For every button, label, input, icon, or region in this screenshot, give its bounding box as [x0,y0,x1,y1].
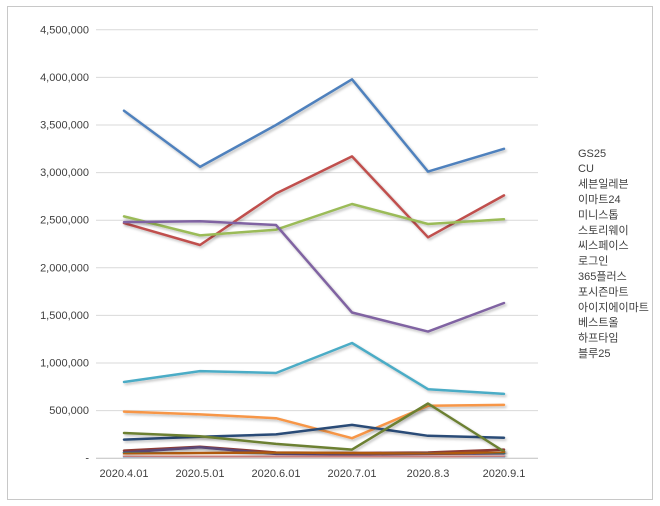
legend-label-7: 로그인 [578,255,608,268]
legend-label-10: 아이지에이마트 [578,301,649,314]
series-line-1 [122,155,506,247]
y-axis-tick-label: 1,000,000 [40,358,89,370]
y-axis-tick-label: 3,000,000 [40,167,89,179]
y-axis-tick-label: 2,000,000 [40,262,89,274]
legend-label-8: 365플러스 [578,270,627,283]
legend-label-5: 스토리웨이 [578,224,629,237]
x-axis-tick-label: 2020.9.1 [483,468,526,480]
legend-label-2: 세븐일레븐 [578,177,629,191]
series-line-0 [122,78,506,173]
legend-label-9: 포시즌마트 [578,285,629,298]
legend-label-1: CU [578,163,594,175]
series-line-11 [122,450,506,456]
legend-label-13: 블루25 [578,347,610,360]
series-line-2 [122,202,506,237]
line-chart: - 500,000 1,000,000 1,500,000 2,000,000 2,500… [40,24,649,480]
y-axis-tick-label: 500,000 [49,405,89,417]
y-axis-tick-label: 1,500,000 [40,310,89,322]
legend-label-4: 미니스톱 [578,208,618,221]
x-axis-tick-label: 2020.8.3 [407,468,450,480]
y-axis-tick-label: 4,000,000 [40,72,89,84]
series-line-5 [122,403,506,440]
y-axis-tick-label: - [85,453,89,465]
legend-label-3: 이마트24 [578,193,621,206]
legend-label-12: 하프타임 [578,331,618,345]
legend-label-6: 씨스페이스 [578,239,629,252]
legend-label-0: GS25 [578,148,606,160]
x-axis-tick-label: 2020.4.01 [100,468,149,480]
y-axis-tick-label: 4,500,000 [40,24,89,36]
series-line-13 [122,454,506,459]
x-axis-tick-label: 2020.6.01 [252,468,301,480]
series-line-4 [122,341,506,396]
x-axis-tick-label: 2020.5.01 [176,468,225,480]
legend-label-11: 베스트올 [578,316,618,329]
x-axis-tick-label: 2020.7.01 [328,468,377,480]
series-line-8 [122,402,506,453]
chart-window: - 500,000 1,000,000 1,500,000 2,000,000 2,500… [7,6,653,500]
y-axis-tick-label: 3,500,000 [40,120,89,132]
series-line-3 [122,219,506,333]
series-line-6 [122,423,506,441]
y-axis-tick-label: 2,500,000 [40,215,89,227]
